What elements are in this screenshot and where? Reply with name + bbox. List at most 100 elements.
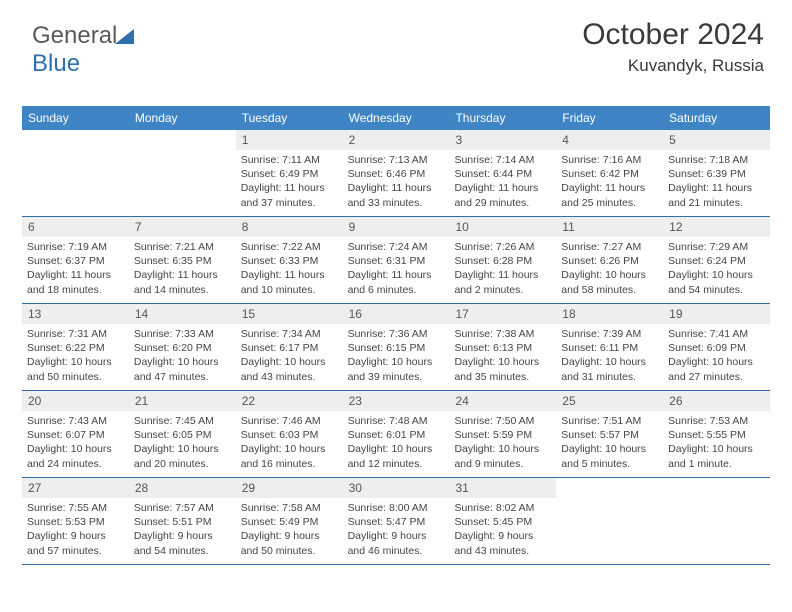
- sunset-text: Sunset: 5:51 PM: [134, 515, 231, 529]
- day-info: Sunrise: 7:58 AMSunset: 5:49 PMDaylight:…: [236, 501, 343, 558]
- day-number: 26: [663, 391, 770, 411]
- sunrise-text: Sunrise: 7:55 AM: [27, 501, 124, 515]
- daylight-text: Daylight: 11 hours and 18 minutes.: [27, 268, 124, 296]
- day-number: 12: [663, 217, 770, 237]
- sunrise-text: Sunrise: 7:46 AM: [241, 414, 338, 428]
- weekday-header-cell: Monday: [129, 106, 236, 130]
- sunset-text: Sunset: 6:26 PM: [561, 254, 658, 268]
- sunrise-text: Sunrise: 7:31 AM: [27, 327, 124, 341]
- day-info: Sunrise: 7:16 AMSunset: 6:42 PMDaylight:…: [556, 153, 663, 210]
- sunset-text: Sunset: 6:33 PM: [241, 254, 338, 268]
- sunrise-text: Sunrise: 7:22 AM: [241, 240, 338, 254]
- calendar-day-cell: 24Sunrise: 7:50 AMSunset: 5:59 PMDayligh…: [449, 391, 556, 477]
- logo-triangle-icon: [115, 29, 135, 45]
- day-info: Sunrise: 7:27 AMSunset: 6:26 PMDaylight:…: [556, 240, 663, 297]
- daylight-text: Daylight: 10 hours and 20 minutes.: [134, 442, 231, 470]
- day-info: Sunrise: 7:41 AMSunset: 6:09 PMDaylight:…: [663, 327, 770, 384]
- sunset-text: Sunset: 6:44 PM: [454, 167, 551, 181]
- day-number: 27: [22, 478, 129, 498]
- day-info: Sunrise: 7:46 AMSunset: 6:03 PMDaylight:…: [236, 414, 343, 471]
- page-title: October 2024: [582, 18, 764, 52]
- sunset-text: Sunset: 5:49 PM: [241, 515, 338, 529]
- calendar-day-cell: 30Sunrise: 8:00 AMSunset: 5:47 PMDayligh…: [343, 478, 450, 564]
- calendar-day-cell: 22Sunrise: 7:46 AMSunset: 6:03 PMDayligh…: [236, 391, 343, 477]
- day-number: 1: [236, 130, 343, 150]
- sunset-text: Sunset: 6:49 PM: [241, 167, 338, 181]
- day-info: Sunrise: 7:29 AMSunset: 6:24 PMDaylight:…: [663, 240, 770, 297]
- location-label: Kuvandyk, Russia: [582, 56, 764, 76]
- day-info: Sunrise: 7:36 AMSunset: 6:15 PMDaylight:…: [343, 327, 450, 384]
- calendar-day-cell: 27 Sunrise: 7:55 AMSunset: 5:53 PMDayligh…: [22, 478, 129, 564]
- sunrise-text: Sunrise: 8:00 AM: [348, 501, 445, 515]
- calendar-day-cell: 2 Sunrise: 7:13 AMSunset: 6:46 PMDaylight…: [343, 130, 450, 216]
- weekday-header-cell: Wednesday: [343, 106, 450, 130]
- calendar-week-row: 6Sunrise: 7:19 AMSunset: 6:37 PMDaylight…: [22, 217, 770, 304]
- day-number: 30: [343, 478, 450, 498]
- daylight-text: Daylight: 11 hours and 14 minutes.: [134, 268, 231, 296]
- daylight-text: Daylight: 10 hours and 16 minutes.: [241, 442, 338, 470]
- calendar-day-cell: 31Sunrise: 8:02 AMSunset: 5:45 PMDayligh…: [449, 478, 556, 564]
- day-number: 31: [449, 478, 556, 498]
- sunset-text: Sunset: 6:22 PM: [27, 341, 124, 355]
- calendar-day-cell: 18Sunrise: 7:39 AMSunset: 6:11 PMDayligh…: [556, 304, 663, 390]
- day-info: Sunrise: 7:57 AMSunset: 5:51 PMDaylight:…: [129, 501, 236, 558]
- calendar-day-cell: 11 Sunrise: 7:27 AMSunset: 6:26 PMDayligh…: [556, 217, 663, 303]
- day-info: Sunrise: 7:55 AMSunset: 5:53 PMDaylight:…: [22, 501, 129, 558]
- day-info: Sunrise: 7:13 AMSunset: 6:46 PMDaylight:…: [343, 153, 450, 210]
- daylight-text: Daylight: 11 hours and 6 minutes.: [348, 268, 445, 296]
- sunrise-text: Sunrise: 7:36 AM: [348, 327, 445, 341]
- calendar-day-cell: 9Sunrise: 7:24 AMSunset: 6:31 PMDaylight…: [343, 217, 450, 303]
- sunrise-text: Sunrise: 7:41 AM: [668, 327, 765, 341]
- sunset-text: Sunset: 5:53 PM: [27, 515, 124, 529]
- day-number: 11: [556, 217, 663, 237]
- daylight-text: Daylight: 11 hours and 33 minutes.: [348, 181, 445, 209]
- sunrise-text: Sunrise: 7:18 AM: [668, 153, 765, 167]
- daylight-text: Daylight: 10 hours and 12 minutes.: [348, 442, 445, 470]
- day-info: Sunrise: 7:21 AMSunset: 6:35 PMDaylight:…: [129, 240, 236, 297]
- sunrise-text: Sunrise: 7:14 AM: [454, 153, 551, 167]
- calendar-day-cell: 14Sunrise: 7:33 AMSunset: 6:20 PMDayligh…: [129, 304, 236, 390]
- calendar-day-cell: 23Sunrise: 7:48 AMSunset: 6:01 PMDayligh…: [343, 391, 450, 477]
- day-info: Sunrise: 7:51 AMSunset: 5:57 PMDaylight:…: [556, 414, 663, 471]
- calendar-week-row: 20Sunrise: 7:43 AMSunset: 6:07 PMDayligh…: [22, 391, 770, 478]
- sunrise-text: Sunrise: 7:58 AM: [241, 501, 338, 515]
- sunrise-text: Sunrise: 7:43 AM: [27, 414, 124, 428]
- daylight-text: Daylight: 10 hours and 35 minutes.: [454, 355, 551, 383]
- day-number: 4: [556, 130, 663, 150]
- sunset-text: Sunset: 6:15 PM: [348, 341, 445, 355]
- daylight-text: Daylight: 10 hours and 9 minutes.: [454, 442, 551, 470]
- sunset-text: Sunset: 6:03 PM: [241, 428, 338, 442]
- sunrise-text: Sunrise: 7:53 AM: [668, 414, 765, 428]
- calendar-day-cell: 21Sunrise: 7:45 AMSunset: 6:05 PMDayligh…: [129, 391, 236, 477]
- calendar-day-empty: ·: [129, 130, 236, 216]
- sunrise-text: Sunrise: 8:02 AM: [454, 501, 551, 515]
- day-number: 3: [449, 130, 556, 150]
- sunrise-text: Sunrise: 7:48 AM: [348, 414, 445, 428]
- weekday-header-cell: Sunday: [22, 106, 129, 130]
- day-number: 2: [343, 130, 450, 150]
- sunset-text: Sunset: 6:42 PM: [561, 167, 658, 181]
- daylight-text: Daylight: 9 hours and 50 minutes.: [241, 529, 338, 557]
- day-number: 23: [343, 391, 450, 411]
- sunrise-text: Sunrise: 7:26 AM: [454, 240, 551, 254]
- daylight-text: Daylight: 9 hours and 57 minutes.: [27, 529, 124, 557]
- calendar-week-row: ··1Sunrise: 7:11 AMSunset: 6:49 PMDaylig…: [22, 130, 770, 217]
- day-number: 18: [556, 304, 663, 324]
- sunset-text: Sunset: 6:31 PM: [348, 254, 445, 268]
- daylight-text: Daylight: 10 hours and 50 minutes.: [27, 355, 124, 383]
- daylight-text: Daylight: 9 hours and 43 minutes.: [454, 529, 551, 557]
- day-info: Sunrise: 7:14 AMSunset: 6:44 PMDaylight:…: [449, 153, 556, 210]
- sunrise-text: Sunrise: 7:29 AM: [668, 240, 765, 254]
- daylight-text: Daylight: 10 hours and 27 minutes.: [668, 355, 765, 383]
- day-number: 10: [449, 217, 556, 237]
- sunset-text: Sunset: 6:28 PM: [454, 254, 551, 268]
- sunset-text: Sunset: 5:55 PM: [668, 428, 765, 442]
- brand-part1: General: [32, 22, 117, 49]
- calendar-day-cell: 7Sunrise: 7:21 AMSunset: 6:35 PMDaylight…: [129, 217, 236, 303]
- sunset-text: Sunset: 6:07 PM: [27, 428, 124, 442]
- brand-part2: Blue: [32, 50, 80, 77]
- sunrise-text: Sunrise: 7:34 AM: [241, 327, 338, 341]
- day-info: Sunrise: 7:43 AMSunset: 6:07 PMDaylight:…: [22, 414, 129, 471]
- weekday-header-cell: Thursday: [449, 106, 556, 130]
- sunrise-text: Sunrise: 7:16 AM: [561, 153, 658, 167]
